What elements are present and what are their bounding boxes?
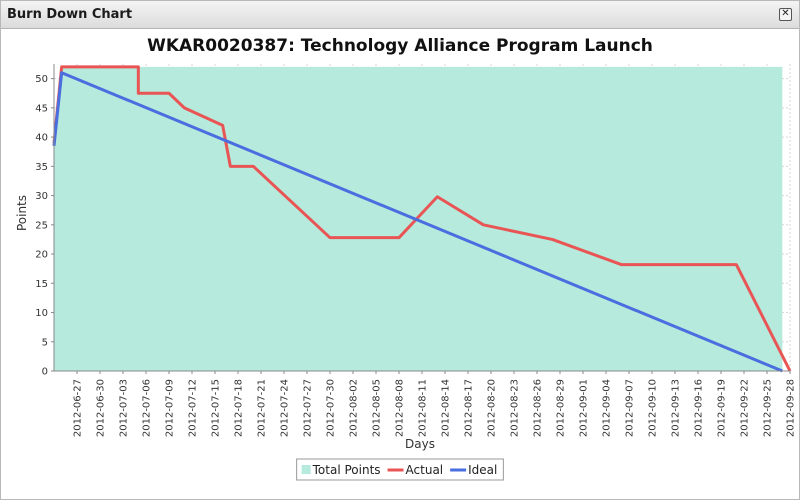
legend-label-total-points: Total Points — [312, 463, 381, 477]
x-tick-label: 2012-09-01 — [579, 379, 590, 437]
x-tick-label: 2012-07-18 — [234, 379, 245, 437]
x-tick-label: 2012-09-07 — [625, 379, 636, 437]
x-tick-label: 2012-07-24 — [280, 379, 291, 437]
x-tick-label: 2012-08-08 — [395, 379, 406, 437]
x-tick-label: 2012-09-22 — [740, 379, 751, 437]
x-tick-label: 2012-06-27 — [73, 379, 84, 437]
y-tick-label: 30 — [35, 191, 48, 202]
x-tick-label: 2012-07-21 — [257, 379, 268, 437]
y-tick-label: 10 — [35, 308, 48, 319]
x-tick-label: 2012-07-30 — [326, 379, 337, 437]
x-tick-label: 2012-07-12 — [188, 379, 199, 437]
y-tick-label: 5 — [42, 337, 48, 348]
x-tick-label: 2012-08-05 — [372, 379, 383, 437]
y-axis-title: Points — [15, 195, 29, 231]
y-tick-label: 15 — [35, 279, 48, 290]
chart-title: WKAR0020387: Technology Alliance Program… — [147, 36, 653, 56]
x-tick-label: 2012-07-27 — [303, 379, 314, 437]
x-tick-label: 2012-08-14 — [441, 379, 452, 437]
x-tick-label: 2012-08-02 — [349, 379, 360, 437]
x-tick-label: 2012-08-11 — [418, 379, 429, 437]
y-tick-label: 45 — [35, 103, 48, 114]
x-tick-label: 2012-08-26 — [533, 379, 544, 437]
y-tick-label: 40 — [35, 133, 48, 144]
series-ideal-line — [52, 71, 783, 373]
legend: Total Points Actual Ideal — [296, 458, 504, 481]
x-tick-label: 2012-09-10 — [648, 379, 659, 437]
x-tick-label: 2012-07-06 — [142, 379, 153, 437]
x-tick-label: 2012-09-04 — [602, 379, 613, 437]
y-tick-label: 50 — [35, 74, 48, 85]
x-tick-label: 2012-08-17 — [464, 379, 475, 437]
x-tick-label: 2012-09-19 — [717, 379, 728, 437]
x-tick-label: 2012-08-29 — [556, 379, 567, 437]
legend-label-actual: Actual — [406, 463, 444, 477]
x-tick-label: 2012-09-25 — [763, 379, 774, 437]
x-tick-label: 2012-09-13 — [671, 379, 682, 437]
x-axis-title: Days — [405, 437, 435, 451]
close-icon[interactable]: ✕ — [779, 8, 792, 21]
x-tick-label: 2012-09-28 — [786, 379, 797, 437]
series-actual-line — [52, 65, 792, 372]
y-tick-label: 20 — [35, 250, 48, 261]
x-tick-label: 2012-07-09 — [165, 379, 176, 437]
legend-swatch-total-points — [301, 465, 311, 474]
x-tick-label: 2012-08-20 — [487, 379, 498, 437]
y-tick-label: 35 — [35, 162, 48, 173]
x-tick-label: 2012-07-03 — [119, 379, 130, 437]
y-tick-label: 25 — [35, 220, 48, 231]
x-tick-label: 2012-07-15 — [211, 379, 222, 437]
legend-label-ideal: Ideal — [468, 463, 497, 477]
x-tick-label: 2012-08-23 — [510, 379, 521, 437]
window-title: Burn Down Chart — [7, 7, 133, 22]
x-tick-label: 2012-06-30 — [96, 379, 107, 437]
y-tick-label: 0 — [42, 367, 48, 378]
window-titlebar[interactable]: Burn Down Chart ✕ — [1, 1, 799, 29]
x-tick-label: 2012-09-16 — [694, 379, 705, 437]
